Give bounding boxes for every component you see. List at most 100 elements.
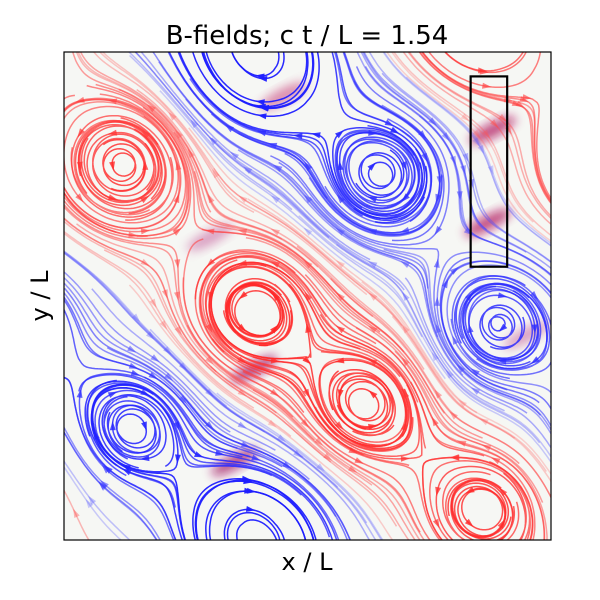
field-arrow-199 (456, 364, 466, 374)
field-arrow-116 (304, 161, 313, 171)
field-arrow-90 (245, 506, 256, 512)
field-arrow-76 (244, 487, 254, 494)
field-arrow-169 (434, 389, 443, 399)
field-line-71 (98, 52, 368, 296)
field-arrow-86 (243, 166, 253, 174)
field-arrow-7 (127, 345, 137, 353)
current-sheet-0 (469, 116, 516, 144)
field-arrow-12 (77, 128, 85, 138)
field-arrow-155 (401, 357, 410, 367)
field-arrow-117 (311, 132, 321, 139)
field-line-51 (64, 220, 332, 463)
field-arrow-64 (205, 388, 214, 397)
field-arrow-207 (490, 119, 499, 128)
field-arrow-84 (237, 228, 248, 235)
field-arrow-58 (209, 136, 218, 146)
field-arrow-159 (400, 227, 410, 233)
field-arrow-162 (421, 152, 428, 163)
field-arrow-75 (265, 558, 274, 564)
field-arrow-18 (109, 421, 116, 431)
field-line-79 (103, 249, 398, 527)
field-arrow-21 (150, 354, 160, 363)
field-arrow-170 (431, 351, 439, 362)
field-line-150 (252, 389, 416, 540)
field-arrow-216 (531, 324, 538, 334)
field-arrow-56 (175, 161, 182, 171)
field-arrow-42 (141, 130, 151, 139)
field-line-23 (64, 230, 255, 409)
field-line-93 (128, 284, 394, 540)
field-arrow-65 (205, 356, 214, 365)
field-arrow-35 (164, 372, 173, 381)
field-arrow-46 (121, 464, 131, 471)
field-arrow-30 (98, 481, 107, 490)
plot-area (63, 51, 552, 564)
field-arrow-9 (140, 258, 150, 267)
field-arrow-128 (336, 260, 345, 269)
field-arrow-173 (433, 258, 440, 268)
field-arrow-142 (368, 292, 378, 301)
field-line-191 (368, 52, 551, 263)
field-arrow-51 (174, 326, 182, 336)
field-arrow-196 (498, 487, 508, 497)
field-arrow-193 (498, 113, 508, 122)
field-arrow-38 (161, 289, 168, 299)
field-arrow-195 (497, 519, 505, 529)
field-line-205 (383, 52, 551, 247)
field-arrow-53 (174, 259, 181, 269)
field-line-38 (64, 217, 277, 414)
field-arrow-135 (316, 463, 325, 472)
field-arrow-54 (172, 228, 182, 236)
field-arrow-10 (75, 193, 84, 203)
field-arrow-121 (293, 449, 303, 458)
field-arrow-161 (400, 161, 407, 171)
field-line-99 (136, 88, 425, 370)
field-line-86 (134, 52, 405, 291)
field-line-163 (360, 52, 527, 253)
field-arrow-57 (187, 148, 195, 158)
field-arrow-26 (109, 161, 115, 171)
field-arrow-184 (445, 369, 454, 379)
field-line-218 (419, 115, 551, 277)
field-arrow-131 (337, 160, 344, 171)
field-arrow-24 (128, 231, 138, 238)
field-arrow-217 (529, 291, 539, 300)
field-line-15 (64, 460, 131, 540)
field-arrow-1 (85, 499, 94, 509)
field-arrow-153 (400, 421, 407, 431)
field-arrow-132 (335, 130, 344, 139)
field-arrow-126 (335, 325, 345, 334)
field-arrow-223 (522, 94, 532, 101)
field-line-75 (226, 511, 281, 540)
field-line-170 (298, 215, 551, 464)
field-arrow-197 (457, 440, 467, 447)
field-arrow-149 (428, 117, 437, 126)
field-line-164 (390, 52, 534, 223)
field-arrow-143 (368, 261, 378, 268)
field-arrow-79 (237, 388, 247, 397)
field-line-183 (330, 277, 551, 499)
field-arrow-115 (304, 194, 313, 204)
field-arrow-102 (293, 133, 303, 139)
field-arrow-139 (368, 390, 378, 399)
field-arrow-77 (215, 450, 225, 456)
field-arrow-82 (238, 291, 248, 300)
field-arrow-157 (402, 291, 410, 301)
field-arrow-70 (207, 193, 215, 204)
field-line-204 (381, 72, 551, 264)
x-axis-label: x / L (282, 548, 334, 576)
field-arrow-8 (131, 313, 141, 323)
field-arrow-158 (400, 261, 410, 268)
field-arrow-113 (303, 260, 313, 269)
field-arrow-122 (314, 437, 323, 446)
field-line-128 (188, 127, 478, 414)
field-line-57 (77, 52, 319, 268)
field-line-190 (363, 52, 551, 270)
field-arrow-72 (230, 151, 239, 160)
field-arrow-15 (88, 495, 97, 505)
field-line-142 (213, 167, 516, 439)
field-arrow-203 (449, 266, 459, 275)
field-line-171 (309, 196, 551, 436)
field-arrow-119 (256, 103, 266, 110)
